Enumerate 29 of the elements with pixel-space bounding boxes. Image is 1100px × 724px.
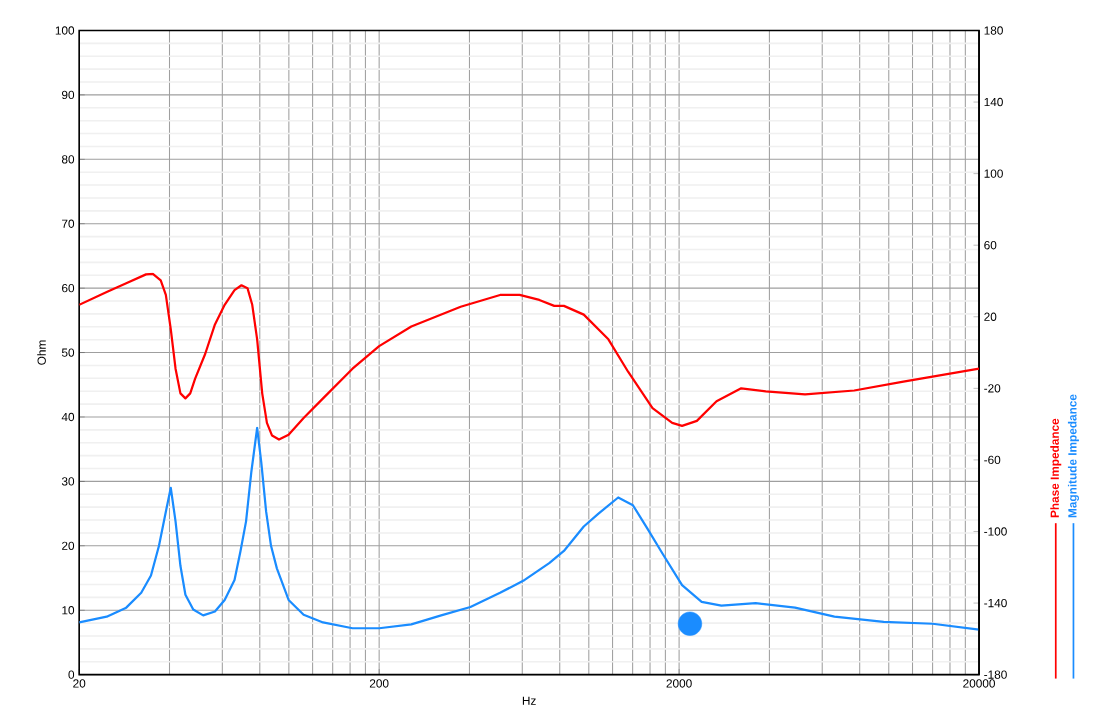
y2-tick-label: 180 [984,26,1003,35]
y2-tick-label: 20 [984,312,997,322]
x-tick-label: 20 [73,679,86,688]
y-tick-label: 90 [61,90,75,100]
y-tick-label: 0 [68,670,75,679]
x-tick-label: 2000 [666,679,692,688]
y-axis-title: Ohm [37,340,46,365]
x-axis-title: Hz [522,696,536,705]
y-tick-label: 40 [61,412,75,422]
text: Magnitude Impedance [1067,394,1079,518]
y-tick-label: 30 [61,477,75,486]
y2-tick-label: 60 [984,241,997,250]
y2-tick-label: -100 [984,527,1007,536]
y2-tick-label: -140 [984,598,1007,608]
y-tick-label: 50 [61,348,75,357]
y-tick-label: 60 [62,284,75,293]
y2-tick-label: 100 [984,169,1003,178]
y-tick-label: 100 [55,26,75,35]
y2-tick-label: -20 [984,384,1001,393]
x-tick-label: 200 [369,679,389,688]
y-tick-label: 70 [62,219,75,229]
text: Phase Impedance [1050,418,1062,518]
y2-tick-label: -60 [984,455,1001,465]
y-tick-label: 10 [62,606,75,615]
y-tick-label: 80 [61,155,75,164]
x-tick-label: 20000 [963,679,995,688]
y-tick-label: 20 [62,541,75,551]
y2-tick-label: 140 [984,97,1003,107]
y2-tick-label: -180 [984,670,1007,679]
